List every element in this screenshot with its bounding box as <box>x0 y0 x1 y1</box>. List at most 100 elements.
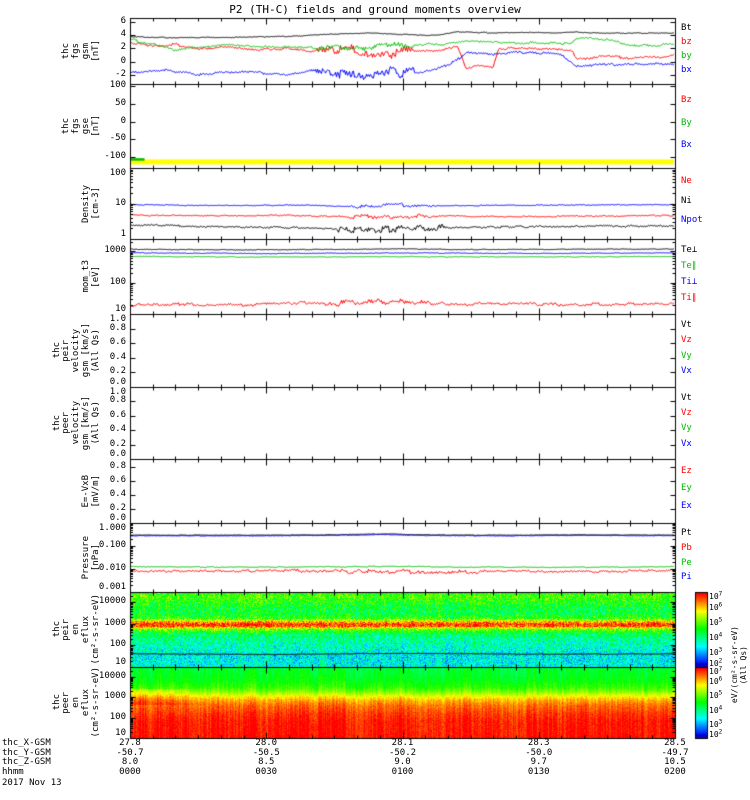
legend-label: Pb <box>681 542 692 553</box>
y-tick-label: 100 <box>109 79 126 90</box>
y-tick-label: 100 <box>109 168 126 178</box>
legend-label: by <box>681 50 692 61</box>
y-tick-label: 0 <box>120 115 126 126</box>
y-tick-label: 10 <box>115 728 126 738</box>
axis-row-value: -50.7 <box>116 747 144 758</box>
y-tick-label: 0.2 <box>109 438 126 449</box>
legend-label: Bx <box>681 140 692 151</box>
y-tick-label: 0.8 <box>109 395 126 406</box>
colorbar-unit-label: eV/(cm²-s-sr-eV) (All Qs) <box>730 592 749 738</box>
y-tick-label: 0.4 <box>109 489 126 500</box>
axis-row-value: 0100 <box>391 766 414 777</box>
legend-label: Vz <box>681 335 692 346</box>
legend-label: Pt <box>681 528 692 539</box>
legend-label: Ti∥ <box>681 293 697 304</box>
y-tick-label: 0.4 <box>109 424 126 435</box>
axis-row-label: thc_Z-GSM <box>2 757 51 768</box>
y-tick-label: 0.0 <box>109 449 126 459</box>
legend-label: Pi <box>681 572 692 583</box>
axis-row-label: thc_Y-GSM <box>2 747 51 758</box>
y-tick-label: 0.001 <box>98 582 126 592</box>
y-tick-label: 0.6 <box>109 337 126 348</box>
axis-row-value: 27.8 <box>119 738 141 748</box>
y-tick-label: 0.6 <box>109 475 126 486</box>
legend-label: Vx <box>681 438 692 449</box>
legend-label: Vt <box>681 392 692 403</box>
y-tick-label: 1000 <box>104 691 126 702</box>
y-tick-label: 50 <box>115 97 126 108</box>
axis-row-value: 9.0 <box>394 757 411 768</box>
y-tick-label: 10 <box>115 304 126 314</box>
axis-row-value: 28.5 <box>664 738 686 748</box>
y-tick-label: 0.4 <box>109 351 126 362</box>
axis-row-value: 10.5 <box>664 757 686 768</box>
date-label: 2017 Nov 13 <box>2 778 62 788</box>
colorbar-unit-line: (All Qs) <box>739 645 749 685</box>
y-tick-label: 1.0 <box>109 314 126 324</box>
y-tick-label: 0.6 <box>109 409 126 420</box>
axis-row-value: 0200 <box>664 766 686 777</box>
y-tick-label: 0.0 <box>109 377 126 387</box>
y-tick-label: 2 <box>120 42 126 53</box>
legend-label: Vy <box>681 423 692 434</box>
colorbar-tick-label: 107 <box>709 665 723 676</box>
legend-label: Bt <box>681 22 692 33</box>
y-tick-label: 100 <box>109 711 126 722</box>
colorbar-tick-label: 105 <box>709 689 723 701</box>
colorbar-tick-label: 103 <box>709 718 723 729</box>
y-tick-label: 1000 <box>104 245 126 256</box>
axis-row-value: 0000 <box>119 766 141 777</box>
legend-label: Vt <box>681 319 692 330</box>
legend-label: Ez <box>681 466 692 477</box>
legend-label: Te∥ <box>681 261 697 272</box>
y-tick-label: -2 <box>115 68 126 79</box>
legend-label: Ti⊥ <box>681 277 698 288</box>
y-tick-label: 1.0 <box>109 387 126 397</box>
colorbar-tick-label: 105 <box>709 616 723 627</box>
legend-label: Te⊥ <box>681 245 698 256</box>
y-tick-label: -100 <box>104 151 126 162</box>
y-tick-label: 0.8 <box>109 461 126 472</box>
y-tick-label: 0.0 <box>109 513 126 523</box>
y-tick-label: 10000 <box>98 670 126 681</box>
legend-label: Vz <box>681 408 692 419</box>
legend-label: bx <box>681 64 692 75</box>
axis-row-value: 28.0 <box>255 738 278 748</box>
legend-label: Npot <box>681 214 703 225</box>
colorbar-tick-label: 104 <box>709 631 723 642</box>
y-tick-label: 1.000 <box>98 523 126 533</box>
y-tick-label: 10 <box>115 197 126 208</box>
y-tick-label: 10 <box>115 657 126 667</box>
axis-row-value: -50.2 <box>388 747 417 758</box>
axis-row-value: -50.5 <box>252 747 280 758</box>
axis-row-value: -49.7 <box>661 747 689 758</box>
y-tick-label: 4 <box>120 29 126 40</box>
axis-row-value: 8.0 <box>121 757 139 768</box>
y-tick-label: 6 <box>120 15 126 26</box>
y-tick-label: 0.8 <box>109 322 126 333</box>
axis-row-value: -50.0 <box>525 747 553 758</box>
legend-label: Ey <box>681 483 692 494</box>
legend-label: Ni <box>681 195 692 206</box>
panel-ylabel-pressure: Pressure [nPa] <box>56 523 102 592</box>
colorbar-tick-label: 106 <box>709 601 723 612</box>
colorbar-tick-label: 106 <box>709 675 723 687</box>
y-tick-label: 0.100 <box>98 540 126 550</box>
legend-label: Ex <box>681 500 692 511</box>
axis-row-value: 8.5 <box>258 757 275 768</box>
y-tick-label: 100 <box>109 276 126 287</box>
panel-ylabel-line: (All Qs) <box>91 401 102 445</box>
axis-row-value: 0130 <box>527 766 550 777</box>
panel-ylabel-line: (All Qs) <box>91 328 102 373</box>
colorbar-tick-label: 107 <box>709 590 723 601</box>
plot-title: P2 (TH-C) fields and ground moments over… <box>229 3 521 16</box>
legend-label: Pe <box>681 557 692 568</box>
legend-label: Bz <box>681 94 692 105</box>
legend-label: Ne <box>681 176 692 187</box>
colorbar-tick-label: 102 <box>709 657 723 668</box>
axis-row-value: 28.3 <box>527 738 550 748</box>
y-tick-label: 0.2 <box>109 366 126 377</box>
y-tick-label: 100 <box>109 639 126 650</box>
legend-label: By <box>681 117 692 128</box>
